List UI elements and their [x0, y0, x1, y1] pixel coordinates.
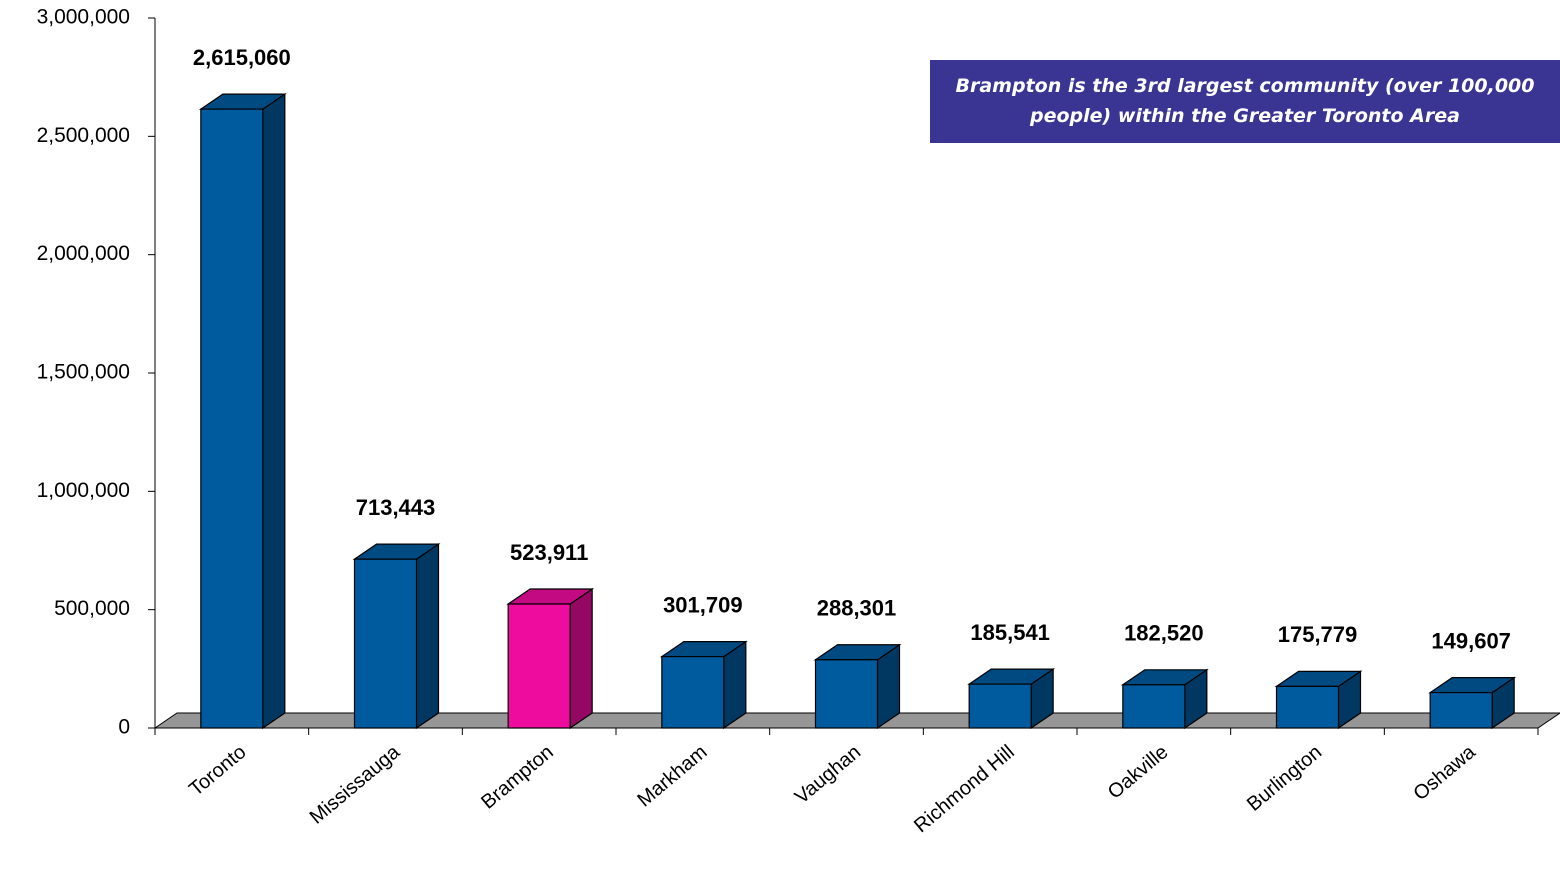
value-label: 175,779 [1278, 622, 1358, 647]
bar [1120, 668, 1209, 730]
bar-front [1275, 685, 1340, 729]
x-tick-label: Burlington [1243, 741, 1326, 816]
bar [967, 667, 1056, 730]
bar-front [1429, 691, 1493, 729]
x-tick-label: Brampton [477, 741, 558, 814]
value-label: 523,911 [510, 540, 588, 565]
bar [1274, 670, 1363, 730]
x-tick-label: Toronto [185, 741, 250, 801]
y-tick-label: 1,000,000 [37, 479, 130, 502]
bar-side [415, 543, 440, 730]
bar [659, 640, 748, 730]
x-tick-label: Vaughan [791, 741, 865, 808]
value-label: 149,607 [1431, 628, 1511, 653]
y-tick-label: 2,500,000 [37, 124, 130, 147]
y-tick-label: 500,000 [54, 597, 130, 620]
bar [506, 587, 595, 730]
bar [813, 643, 902, 730]
bar [1428, 676, 1517, 730]
annotation: Brampton is the 3rd largest community (o… [930, 60, 1560, 143]
bar-front [661, 655, 725, 729]
x-tick-label: Markham [633, 741, 711, 811]
value-label: 288,301 [817, 596, 897, 621]
x-tick-label: Richmond Hill [910, 741, 1019, 837]
bar-front [353, 558, 418, 729]
value-label: 185,541 [970, 620, 1050, 645]
value-label: 2,615,060 [193, 45, 291, 70]
value-label: 713,443 [356, 495, 436, 520]
x-tick-label: Oshawa [1409, 740, 1480, 805]
bar-front [968, 683, 1032, 729]
bar-front [200, 108, 264, 729]
bar-front [814, 659, 879, 729]
bar-front [507, 603, 571, 729]
y-tick-label: 2,000,000 [37, 242, 130, 265]
x-tick-label: Mississauga [306, 740, 405, 828]
bar-front [1122, 684, 1186, 729]
bar-side [262, 92, 286, 730]
value-label: 182,520 [1124, 621, 1204, 646]
bar-side [569, 587, 593, 730]
bar [198, 92, 287, 730]
y-tick-label: 0 [118, 716, 130, 739]
y-tick-label: 3,000,000 [37, 6, 130, 29]
bar [352, 543, 441, 730]
x-tick-label: Oakville [1104, 741, 1173, 804]
value-label: 301,709 [663, 592, 743, 617]
y-tick-label: 1,500,000 [37, 361, 130, 384]
